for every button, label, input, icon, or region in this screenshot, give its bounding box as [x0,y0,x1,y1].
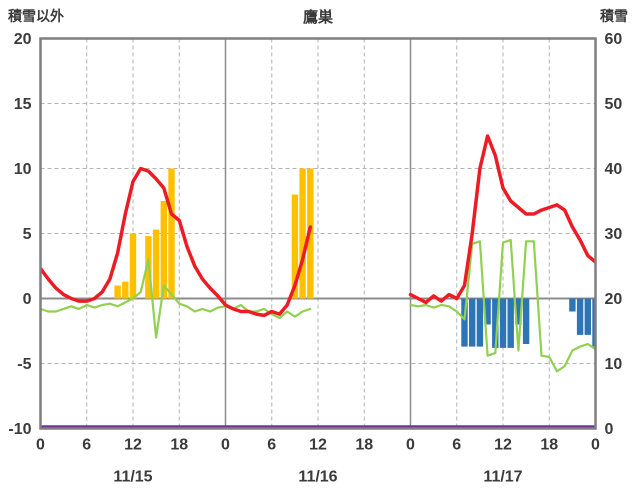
left-tick-label: -5 [17,356,31,373]
date-label: 11/15 [113,469,152,486]
blue-bars-bar [469,298,476,347]
blue-bars-bar [492,298,499,348]
right-tick-label: 0 [605,421,614,438]
blue-bars-bar [476,298,484,347]
orange-bars-bar [152,229,160,299]
x-tick-label: 0 [406,437,415,454]
x-tick-label: 18 [170,437,188,454]
right-tick-label: 30 [605,226,623,243]
right-tick-label: 40 [605,161,623,178]
x-tick-label: 6 [267,437,276,454]
plot-area [40,134,596,428]
blue-bars-bar [499,298,507,348]
blue-bars-bar [584,298,591,335]
blue-bars-bar [576,298,584,335]
x-tick-label: 12 [124,437,142,454]
green-line [40,238,596,373]
blue-bars-bar [461,298,468,347]
left-axis-title: 積雪以外 [8,8,64,24]
left-tick-label: 5 [23,226,32,243]
blue-bars-bar [507,298,514,348]
x-tick-label: 0 [591,437,600,454]
right-tick-label: 60 [605,31,623,48]
left-tick-label: 10 [14,161,32,178]
orange-bars-bar [291,194,299,299]
right-tick-label: 20 [605,291,623,308]
blue-bars-bar [522,298,530,344]
left-tick-label: -10 [8,421,31,438]
chart-title: 鷹巣 [302,9,333,26]
x-tick-label: 6 [82,437,91,454]
orange-bars-bar [114,285,121,299]
left-tick-label: 15 [14,96,32,113]
x-tick-label: 0 [36,437,45,454]
blue-bars-bar [592,298,596,347]
x-tick-label: 18 [540,437,558,454]
blue-bars-bar [484,298,491,325]
x-tick-label: 12 [309,437,327,454]
x-tick-label: 0 [221,437,230,454]
orange-bars-bar [168,168,175,299]
orange-bars-bar [160,201,167,299]
orange-bars-bar [129,233,137,299]
left-tick-label: 20 [14,31,32,48]
plot-frame [39,37,597,430]
orange-bars-bar [299,168,306,299]
blue-bars-bar [569,298,576,312]
right-tick-label: 50 [605,96,623,113]
x-tick-label: 18 [355,437,373,454]
date-label: 11/17 [483,469,522,486]
x-tick-label: 12 [494,437,512,454]
left-tick-label: 0 [23,291,32,308]
blue-bars-bar [515,298,522,325]
right-axis-title: 積雪 [600,8,628,24]
date-label: 11/16 [298,469,337,486]
orange-bars-bar [122,281,129,299]
right-tick-label: 10 [605,356,623,373]
x-tick-label: 6 [452,437,461,454]
red-line [40,134,596,318]
